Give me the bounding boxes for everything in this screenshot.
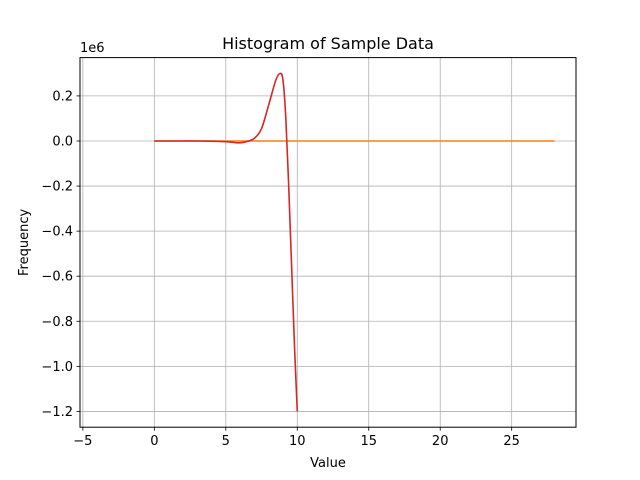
x-tick-label: 0 [150, 434, 158, 449]
x-tick-label: 10 [289, 434, 306, 449]
series-line-2 [154, 72, 299, 412]
y-tick-label: 0.2 [52, 89, 73, 104]
x-tick-label: −5 [73, 434, 92, 449]
y-tick-label: 0.0 [52, 134, 73, 149]
y-tick-label: −1.2 [41, 405, 73, 420]
x-tick-label: 5 [222, 434, 230, 449]
series-layer [154, 72, 555, 412]
y-tick-label: −1.0 [41, 360, 73, 375]
y-offset-label: 1e6 [80, 41, 105, 56]
x-tick-label: 15 [360, 434, 377, 449]
y-axis-label: Frequency [17, 209, 32, 276]
chart-title: Histogram of Sample Data [222, 34, 434, 53]
y-tick-label: −0.8 [41, 315, 73, 330]
x-tick-label: 25 [503, 434, 520, 449]
x-axis-label: Value [310, 456, 346, 471]
plot-frame [79, 57, 577, 428]
y-axis: 0.2 0.0 −0.2 −0.4 −0.6 −0.8 −1.0 −1.2 [41, 89, 80, 420]
grid-lines [80, 57, 576, 428]
y-tick-label: −0.6 [41, 270, 73, 285]
y-tick-label: −0.2 [41, 180, 73, 195]
x-axis: −5 0 5 10 15 20 25 [73, 427, 520, 449]
x-tick-label: 20 [432, 434, 449, 449]
y-tick-label: −0.4 [41, 225, 73, 240]
